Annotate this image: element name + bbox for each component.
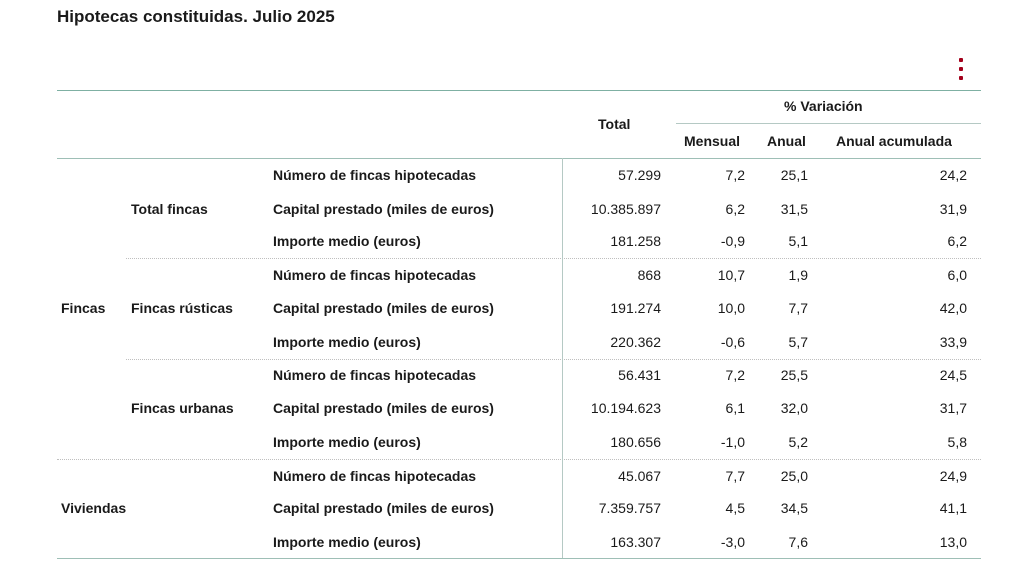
cell-mensual: 7,2: [725, 167, 745, 183]
row-label: Capital prestado (miles de euros): [273, 500, 494, 516]
cell-total: 191.274: [610, 300, 661, 316]
cell-anual: 25,5: [780, 367, 808, 383]
row-label: Número de fincas hipotecadas: [273, 367, 477, 383]
cell-anual: 5,2: [788, 434, 808, 450]
cell-mensual: 6,1: [725, 400, 745, 416]
separator-urbanas: [126, 359, 981, 360]
row-label: Importe medio (euros): [273, 233, 421, 249]
cell-mensual: -3,0: [720, 534, 745, 550]
header-mensual: Mensual: [684, 133, 741, 149]
cell-total: 163.307: [610, 534, 661, 550]
cell-total: 57.299: [618, 167, 661, 183]
cell-total: 180.656: [610, 434, 661, 450]
row-label: Número de fincas hipotecadas: [273, 167, 477, 183]
row-label: Capital prestado (miles de euros): [273, 300, 494, 316]
cell-mensual: 10,7: [717, 267, 745, 283]
cell-mensual: 4,5: [725, 500, 745, 516]
cell-total: 220.362: [610, 334, 661, 350]
cell-anual-acumulada: 41,1: [939, 500, 967, 516]
cell-anual: 5,1: [788, 233, 808, 249]
cell-anual-acumulada: 42,0: [939, 300, 967, 316]
table-top-rule: [57, 90, 981, 91]
cell-anual: 25,0: [780, 468, 808, 484]
cell-total: 45.067: [618, 468, 661, 484]
row-label: Capital prestado (miles de euros): [273, 201, 494, 217]
row-label: Importe medio (euros): [273, 434, 421, 450]
cell-total: 181.258: [610, 233, 661, 249]
row-label: Número de fincas hipotecadas: [273, 468, 477, 484]
subgroup-fincas-rusticas: Fincas rústicas: [131, 300, 233, 316]
row-label: Capital prestado (miles de euros): [273, 400, 494, 416]
cell-mensual: -0,9: [720, 233, 745, 249]
row-label: Número de fincas hipotecadas: [273, 267, 477, 283]
total-column-divider: [562, 158, 563, 558]
cell-total: 868: [637, 267, 661, 283]
cell-mensual: 7,2: [725, 367, 745, 383]
cell-anual-acumulada: 24,5: [939, 367, 967, 383]
header-bottom-rule: [57, 158, 981, 159]
cell-anual: 34,5: [780, 500, 808, 516]
cell-anual: 7,6: [788, 534, 808, 550]
cell-total: 56.431: [618, 367, 661, 383]
separator-rusticas: [126, 258, 981, 259]
cell-total: 10.385.897: [590, 201, 661, 217]
cell-anual-acumulada: 31,9: [939, 201, 967, 217]
subgroup-fincas-urbanas: Fincas urbanas: [131, 400, 234, 416]
header-variacion: % Variación: [784, 98, 863, 114]
table-bottom-rule: [57, 558, 981, 559]
subgroup-total-fincas: Total fincas: [131, 201, 208, 217]
header-total: Total: [598, 116, 631, 132]
cell-anual: 25,1: [780, 167, 808, 183]
cell-anual-acumulada: 31,7: [939, 400, 967, 416]
cell-mensual: -1,0: [720, 434, 745, 450]
cell-anual-acumulada: 6,2: [947, 233, 967, 249]
cell-anual: 7,7: [788, 300, 808, 316]
cell-anual: 1,9: [788, 267, 808, 283]
group-viviendas: Viviendas: [61, 500, 127, 516]
cell-total: 7.359.757: [598, 500, 661, 516]
cell-mensual: 6,2: [725, 201, 745, 217]
cell-anual-acumulada: 6,0: [947, 267, 967, 283]
group-fincas: Fincas: [61, 300, 106, 316]
cell-mensual: -0,6: [720, 334, 745, 350]
cell-mensual: 10,0: [717, 300, 745, 316]
cell-anual-acumulada: 5,8: [947, 434, 967, 450]
more-vertical-icon[interactable]: [955, 58, 967, 80]
cell-anual: 31,5: [780, 201, 808, 217]
separator-viviendas: [57, 459, 981, 460]
cell-anual-acumulada: 13,0: [939, 534, 967, 550]
cell-anual: 5,7: [788, 334, 808, 350]
cell-anual-acumulada: 24,2: [939, 167, 967, 183]
row-label: Importe medio (euros): [273, 534, 421, 550]
cell-anual-acumulada: 33,9: [939, 334, 967, 350]
variacion-underline: [676, 123, 981, 124]
row-label: Importe medio (euros): [273, 334, 421, 350]
cell-anual: 32,0: [780, 400, 808, 416]
page-title: Hipotecas constituidas. Julio 2025: [57, 7, 335, 26]
header-anual-acumulada: Anual acumulada: [836, 133, 952, 149]
cell-total: 10.194.623: [590, 400, 661, 416]
cell-anual-acumulada: 24,9: [939, 468, 967, 484]
cell-mensual: 7,7: [725, 468, 745, 484]
header-anual: Anual: [767, 133, 806, 149]
